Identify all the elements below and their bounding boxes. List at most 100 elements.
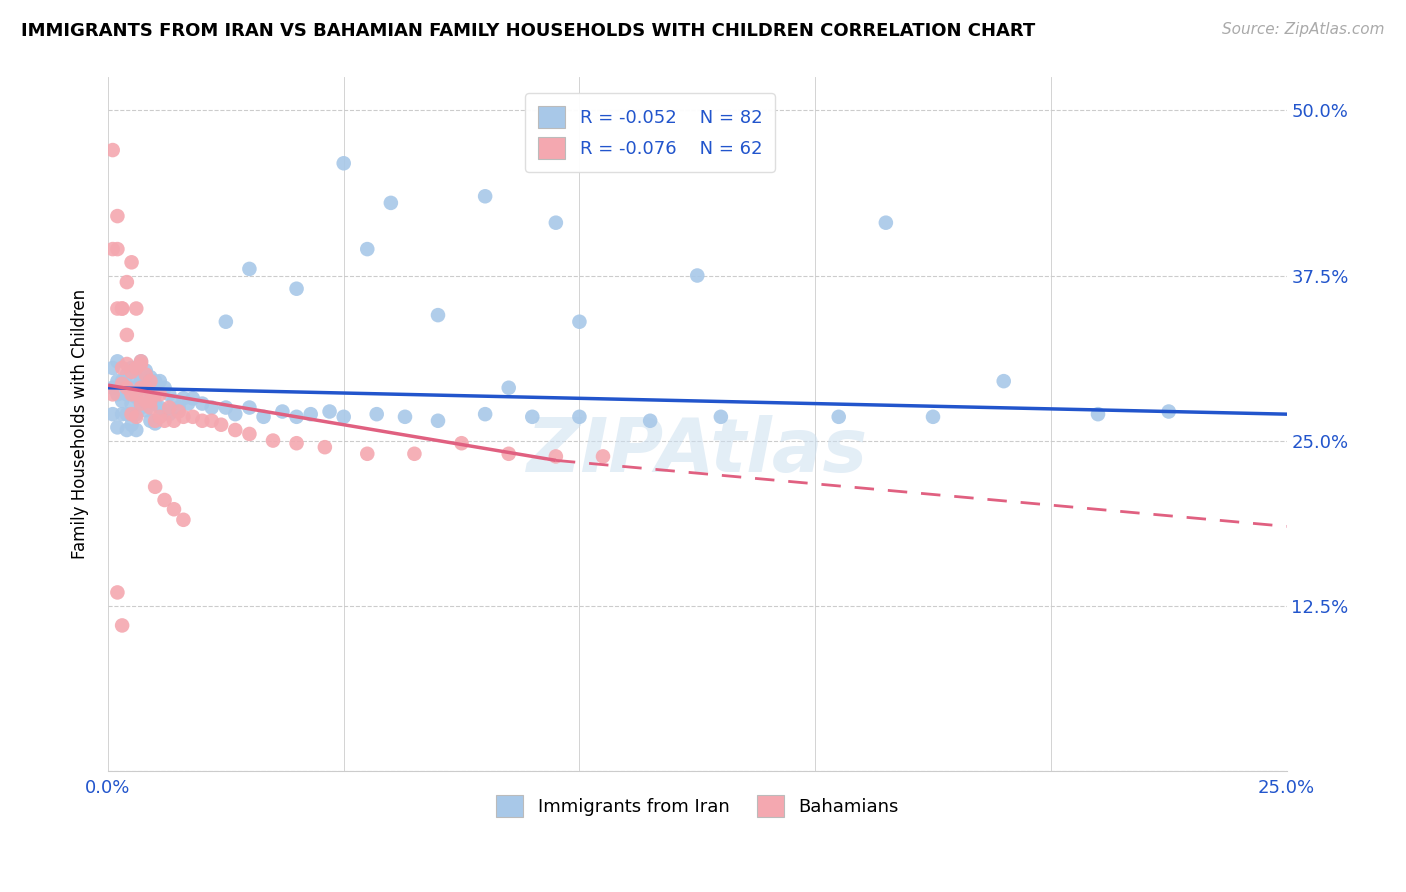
Point <box>1157 404 1180 418</box>
Point <box>149 409 172 424</box>
Point <box>139 401 162 415</box>
Point <box>115 381 138 395</box>
Point <box>107 301 129 316</box>
Point <box>153 403 176 417</box>
Point <box>115 407 138 421</box>
Point <box>135 368 157 382</box>
Point <box>498 447 520 461</box>
Point <box>153 414 176 428</box>
Point <box>143 414 166 428</box>
Point <box>153 381 176 395</box>
Point <box>163 502 186 516</box>
Legend: Immigrants from Iran, Bahamians: Immigrants from Iran, Bahamians <box>489 788 905 824</box>
Point <box>285 436 308 450</box>
Point <box>544 216 567 230</box>
Point <box>149 374 172 388</box>
Point <box>125 301 148 316</box>
Point <box>101 242 124 256</box>
Point <box>172 392 194 406</box>
Point <box>318 404 340 418</box>
Point <box>157 387 180 401</box>
Point <box>238 401 260 415</box>
Point <box>129 354 152 368</box>
Point <box>686 268 709 283</box>
Point <box>121 407 143 421</box>
Point <box>592 450 614 464</box>
Point <box>129 354 152 368</box>
Point <box>404 447 426 461</box>
Point <box>314 440 336 454</box>
Point <box>427 414 450 428</box>
Point <box>135 403 157 417</box>
Point <box>143 396 166 410</box>
Point <box>474 189 496 203</box>
Point <box>121 360 143 375</box>
Point <box>568 315 591 329</box>
Point <box>101 360 124 375</box>
Point <box>111 394 134 409</box>
Point <box>115 357 138 371</box>
Point <box>271 404 294 418</box>
Text: ZIPAtlas: ZIPAtlas <box>527 416 868 488</box>
Point <box>1087 407 1109 421</box>
Point <box>129 401 152 415</box>
Point <box>107 387 129 401</box>
Point <box>922 409 945 424</box>
Point <box>135 381 157 395</box>
Text: IMMIGRANTS FROM IRAN VS BAHAMIAN FAMILY HOUSEHOLDS WITH CHILDREN CORRELATION CHA: IMMIGRANTS FROM IRAN VS BAHAMIAN FAMILY … <box>21 22 1035 40</box>
Point <box>143 374 166 388</box>
Point <box>101 381 124 395</box>
Point <box>129 381 152 395</box>
Point <box>215 315 238 329</box>
Y-axis label: Family Households with Children: Family Households with Children <box>72 289 89 559</box>
Point <box>157 407 180 421</box>
Point <box>115 387 138 401</box>
Point <box>163 394 186 409</box>
Point <box>111 360 134 375</box>
Point <box>167 401 190 415</box>
Point <box>149 387 172 401</box>
Point <box>101 143 124 157</box>
Point <box>252 409 274 424</box>
Point <box>125 370 148 384</box>
Point <box>139 374 162 388</box>
Point <box>394 409 416 424</box>
Point <box>366 407 388 421</box>
Point <box>121 381 143 395</box>
Point <box>474 407 496 421</box>
Point <box>111 301 134 316</box>
Point <box>125 360 148 375</box>
Point <box>224 407 246 421</box>
Point <box>157 401 180 415</box>
Point <box>129 374 152 388</box>
Point <box>129 396 152 410</box>
Point <box>450 436 472 450</box>
Point <box>332 156 354 170</box>
Point <box>181 409 204 424</box>
Point <box>115 327 138 342</box>
Point <box>201 414 224 428</box>
Point <box>107 354 129 368</box>
Point <box>544 450 567 464</box>
Point <box>121 365 143 379</box>
Point <box>285 409 308 424</box>
Point <box>121 387 143 401</box>
Point <box>125 387 148 401</box>
Point <box>135 394 157 409</box>
Point <box>299 407 322 421</box>
Point <box>993 374 1015 388</box>
Point <box>522 409 544 424</box>
Point <box>167 404 190 418</box>
Point <box>380 195 402 210</box>
Point <box>135 363 157 377</box>
Point <box>172 513 194 527</box>
Point <box>101 387 124 401</box>
Point <box>139 394 162 409</box>
Point <box>107 585 129 599</box>
Point <box>107 420 129 434</box>
Point <box>121 396 143 410</box>
Point <box>125 409 148 424</box>
Point <box>356 242 378 256</box>
Point <box>125 423 148 437</box>
Point <box>191 396 214 410</box>
